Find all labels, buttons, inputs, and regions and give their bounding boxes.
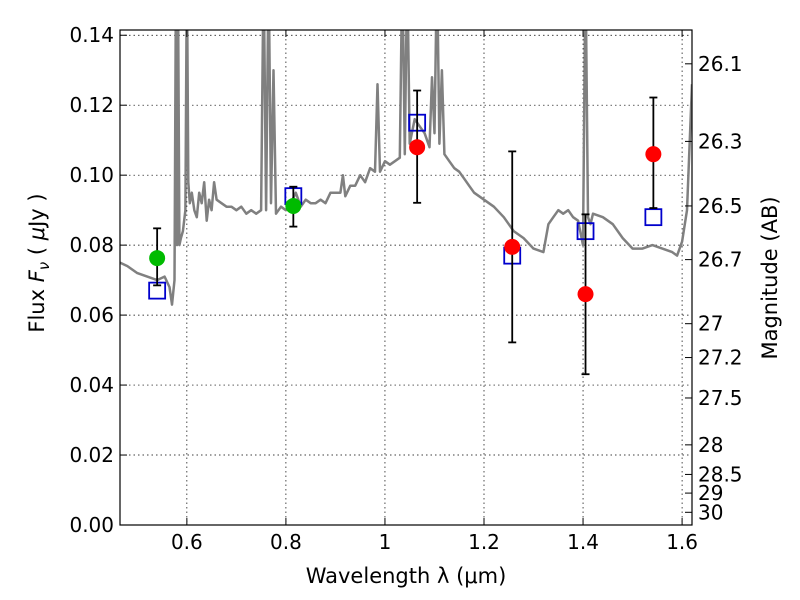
nondetection-point	[645, 146, 662, 163]
y-axis-label-part: Flux	[25, 282, 49, 332]
magnitude-tick-label: 29	[698, 481, 723, 505]
magnitude-tick-label: 28	[698, 433, 723, 457]
magnitude-tick-label: 28.5	[698, 462, 743, 486]
y-tick-label: 0.08	[69, 233, 114, 257]
detection-point	[285, 197, 302, 214]
y-tick-label: 0.00	[69, 513, 114, 537]
magnitude-axis-label: Magnitude (AB)	[758, 196, 782, 359]
magnitude-tick-label: 26.5	[698, 194, 743, 218]
y-tick-label: 0.14	[69, 23, 114, 47]
magnitude-tick-label: 26.7	[698, 248, 743, 272]
plot-frame	[119, 29, 693, 526]
x-tick-label: 1.6	[666, 530, 698, 554]
x-axis-label: Wavelength λ (μm)	[306, 564, 507, 588]
y-tick-label: 0.06	[69, 303, 114, 327]
y-axis-label-symbol: F	[25, 269, 49, 282]
y-axis-label-mu: μ	[25, 227, 49, 241]
plot-area	[120, 30, 692, 376]
magnitude-tick-label: 30	[698, 500, 723, 524]
model-spectrum-line	[120, 30, 692, 306]
magnitude-tick-label: 26.1	[698, 52, 743, 76]
y-tick-label: 0.02	[69, 443, 114, 467]
axes: 0.6 0.8 1 1.2 1.4 1.6 0.00 0.02 0.04 0.06 0.08 0.10…	[69, 23, 742, 554]
x-tick-label: 1.2	[468, 530, 500, 554]
y-tick-label: 0.12	[69, 93, 114, 117]
magnitude-tick-label: 27	[698, 312, 723, 336]
magnitude-tick-label: 27.2	[698, 346, 743, 370]
detection-point	[149, 250, 166, 267]
y-tick-label: 0.04	[69, 373, 114, 397]
x-tick-label: 1	[379, 530, 392, 554]
nondetection-point	[409, 139, 426, 156]
y-axis-label-part: Jy )	[25, 193, 49, 229]
x-tick-label: 1.4	[567, 530, 599, 554]
nondetection-point	[504, 238, 521, 255]
model-photometry-point	[644, 208, 663, 227]
y-axis-label-part: (	[25, 240, 49, 262]
nondetection-point	[577, 286, 594, 303]
x-tick-label: 0.6	[171, 530, 203, 554]
x-tick-label: 0.8	[270, 530, 302, 554]
magnitude-tick-label: 27.5	[698, 386, 743, 410]
y-axis-label: Flux Fν ( μJy )	[25, 193, 53, 332]
magnitude-tick-label: 26.3	[698, 129, 743, 153]
y-tick-label: 0.10	[69, 163, 114, 187]
y-axis-label-subscript: ν	[35, 262, 53, 270]
